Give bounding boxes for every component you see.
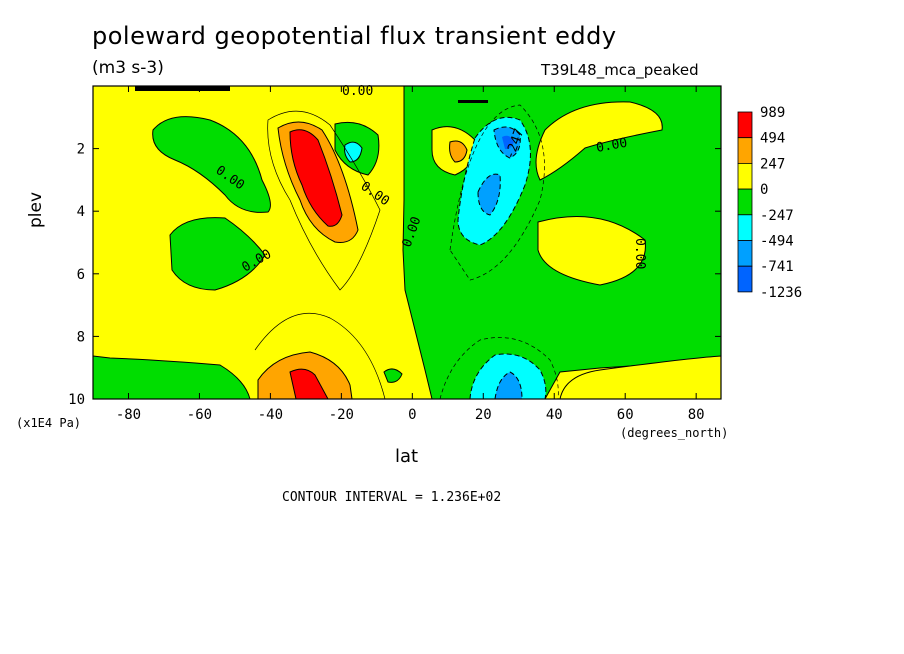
colorbar-label: -247 (760, 208, 794, 224)
y-tick-label: 2 (77, 142, 85, 158)
y-axis: 2 4 6 8 10 (68, 142, 721, 408)
colorbar-label: 247 (760, 156, 785, 172)
colorbar: 989 494 247 0 -247 -494 -741 -1236 (737, 105, 802, 301)
x-tick-label: -60 (187, 407, 212, 423)
colorbar-label: -494 (760, 234, 794, 250)
plot-frame (92, 85, 722, 400)
y-tick-label: 8 (77, 329, 85, 345)
x-axis-label: lat (395, 446, 419, 467)
colorbar-swatch (737, 111, 753, 139)
run-label: T39L48_mca_peaked (541, 61, 699, 79)
x-tick-label: 0 (408, 407, 416, 423)
contour-field (93, 86, 721, 399)
x-tick-label: 40 (546, 407, 563, 423)
contour-label: 0.00 (342, 84, 373, 99)
x-tick-label: 60 (617, 407, 634, 423)
contour-label: 0.00 (595, 136, 628, 156)
colorbar-label: 494 (760, 131, 785, 147)
x-tick-label: -80 (116, 407, 141, 423)
chart-units: (m3 s-3) (92, 58, 164, 78)
colorbar-label: -741 (760, 259, 794, 275)
y-tick-label: 4 (77, 204, 85, 220)
chart-title: poleward geopotential flux transient edd… (92, 22, 617, 50)
y-axis-units: (x1E4 Pa) (16, 416, 82, 430)
x-axis: -80 -60 -40 -20 0 20 40 60 80 (116, 86, 705, 423)
colorbar-label: -1236 (760, 285, 802, 301)
colorbar-swatch (737, 162, 753, 190)
colorbar-swatch (737, 240, 753, 267)
colorbar-label: 0 (760, 182, 768, 198)
contour-label: 0.00 (632, 238, 647, 269)
y-tick-label: 10 (68, 392, 85, 408)
colorbar-swatch (737, 214, 753, 241)
x-tick-label: 80 (688, 407, 705, 423)
colorbar-swatch (737, 137, 753, 164)
x-axis-units: (degrees_north) (620, 426, 729, 440)
colorbar-swatch (737, 188, 753, 216)
x-tick-label: -40 (258, 407, 283, 423)
x-tick-label: 20 (475, 407, 492, 423)
contour-interval-note: CONTOUR INTERVAL = 1.236E+02 (282, 490, 502, 505)
colorbar-label: 989 (760, 105, 785, 121)
colorbar-swatch (737, 265, 753, 293)
x-tick-label: -20 (329, 407, 354, 423)
y-tick-label: 6 (77, 267, 85, 283)
